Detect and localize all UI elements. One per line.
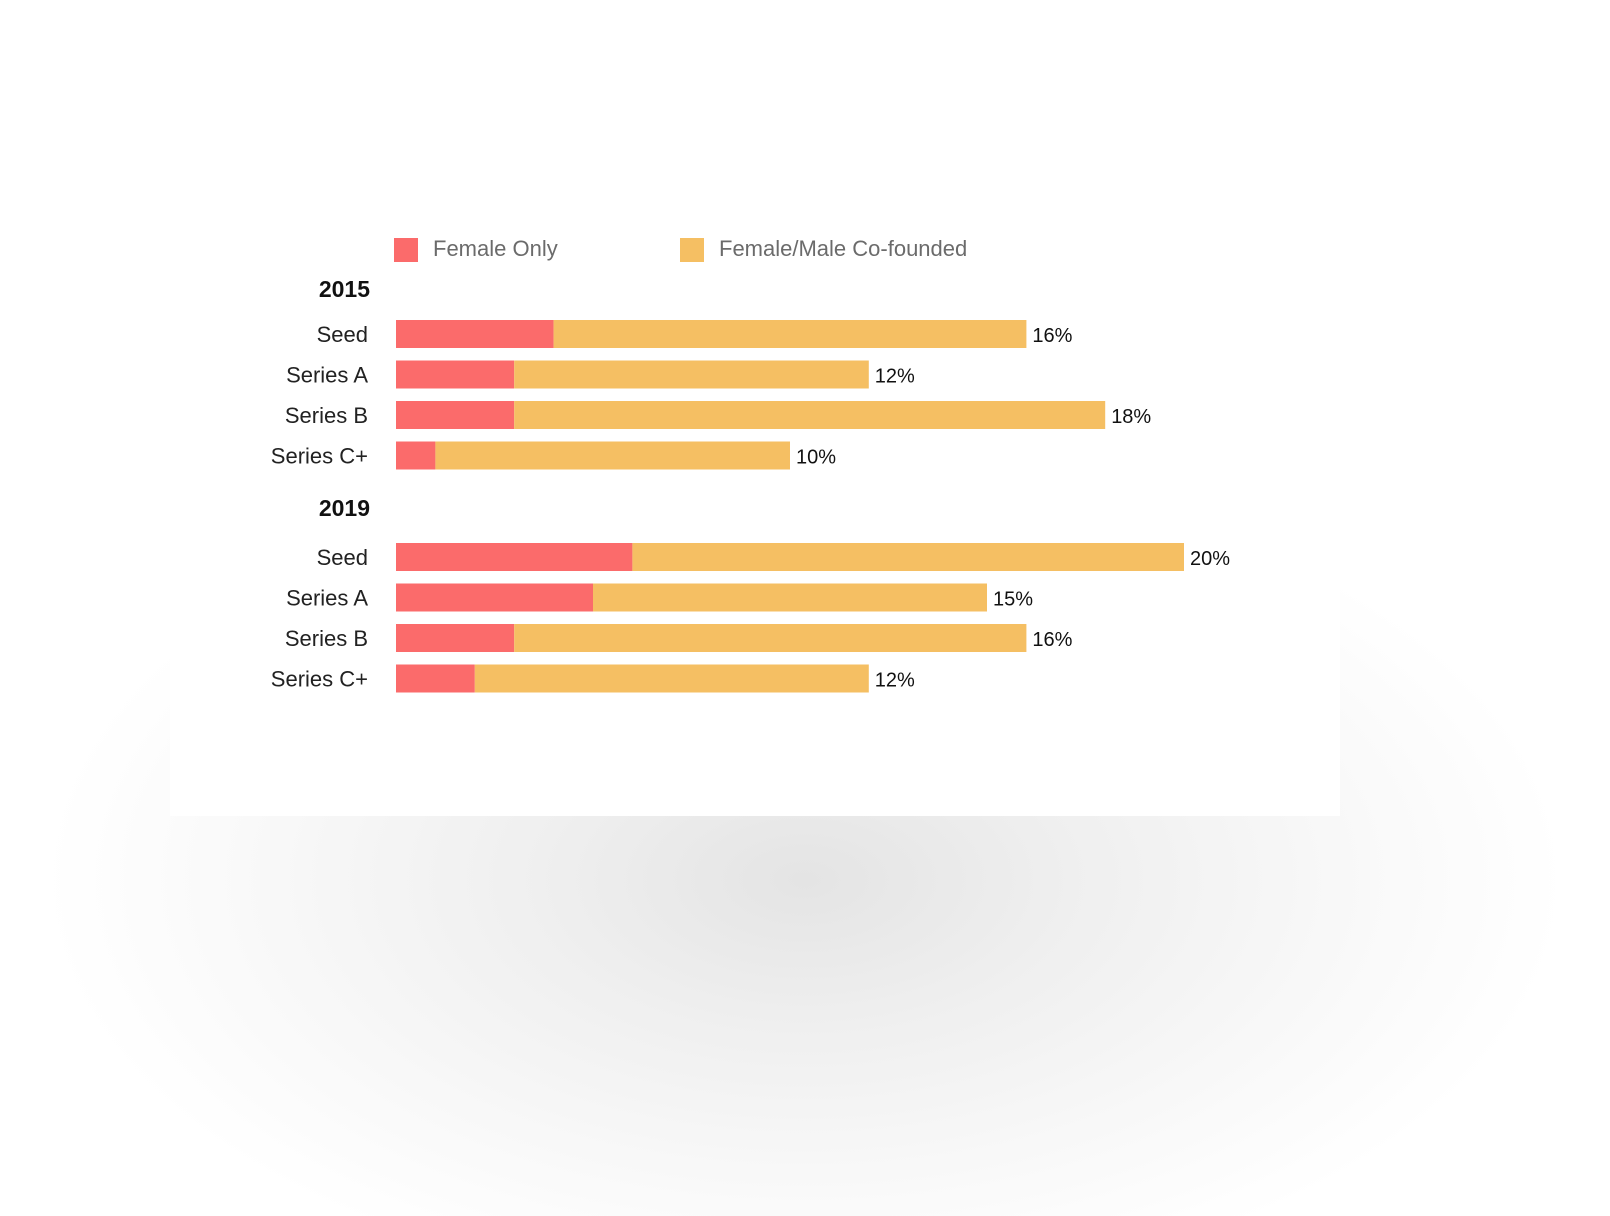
total-label-2019-seed: 20% [1190,548,1230,570]
total-label-2015-series-a: 12% [875,366,915,388]
total-label-2015-series-c: 10% [796,447,836,469]
legend-label-female-only: Female Only [433,236,558,261]
category-label-2015-seed: Seed [317,322,368,347]
bar-female-male-co-founded-2015-series-b [514,401,1106,429]
group-label-2019: 2019 [318,495,370,521]
bar-female-male-co-founded-2015-seed [553,320,1027,348]
bar-female-only-2019-series-a [396,583,593,612]
total-label-2019-series-c: 12% [875,670,915,692]
chart-card: Female Only Female/Male Co-founded 2015 … [170,133,1340,816]
category-label-2019-seed: Seed [317,545,368,570]
bar-female-male-co-founded-2015-series-c [435,441,790,470]
legend-swatch-female-only [394,238,418,262]
stacked-bar-chart: Seed 16% Series A 12% Series B 18% Series C+ 10… [271,320,1230,693]
bar-female-only-2019-series-b [396,624,515,652]
bar-female-male-co-founded-2015-series-a [514,360,869,389]
group-label-2015: 2015 [318,276,370,302]
total-label-2019-series-b: 16% [1032,629,1072,651]
total-label-2019-series-a: 15% [993,589,1033,611]
total-label-2015-series-b: 18% [1111,406,1151,428]
legend-swatch-cofounded [680,238,704,262]
bar-female-only-2019-series-c [396,664,475,693]
category-label-2019-series-c: Series C+ [271,667,368,692]
bar-female-only-2019-seed [396,543,633,571]
bar-female-male-co-founded-2019-series-c [474,664,869,693]
bar-female-male-co-founded-2019-series-b [514,624,1027,652]
bar-female-only-2015-series-c [396,441,436,470]
bar-female-only-2015-seed [396,320,554,348]
bar-female-male-co-founded-2019-series-a [593,583,987,612]
category-label-2019-series-a: Series A [286,586,368,611]
bar-female-male-co-founded-2019-seed [632,543,1184,571]
category-label-2015-series-a: Series A [286,363,368,388]
category-label-2015-series-b: Series B [285,403,368,428]
legend-label-cofounded: Female/Male Co-founded [719,236,968,261]
bar-female-only-2015-series-b [396,401,515,429]
category-label-2015-series-c: Series C+ [271,444,368,469]
total-label-2015-seed: 16% [1032,325,1072,347]
bar-female-only-2015-series-a [396,360,515,389]
category-label-2019-series-b: Series B [285,626,368,651]
